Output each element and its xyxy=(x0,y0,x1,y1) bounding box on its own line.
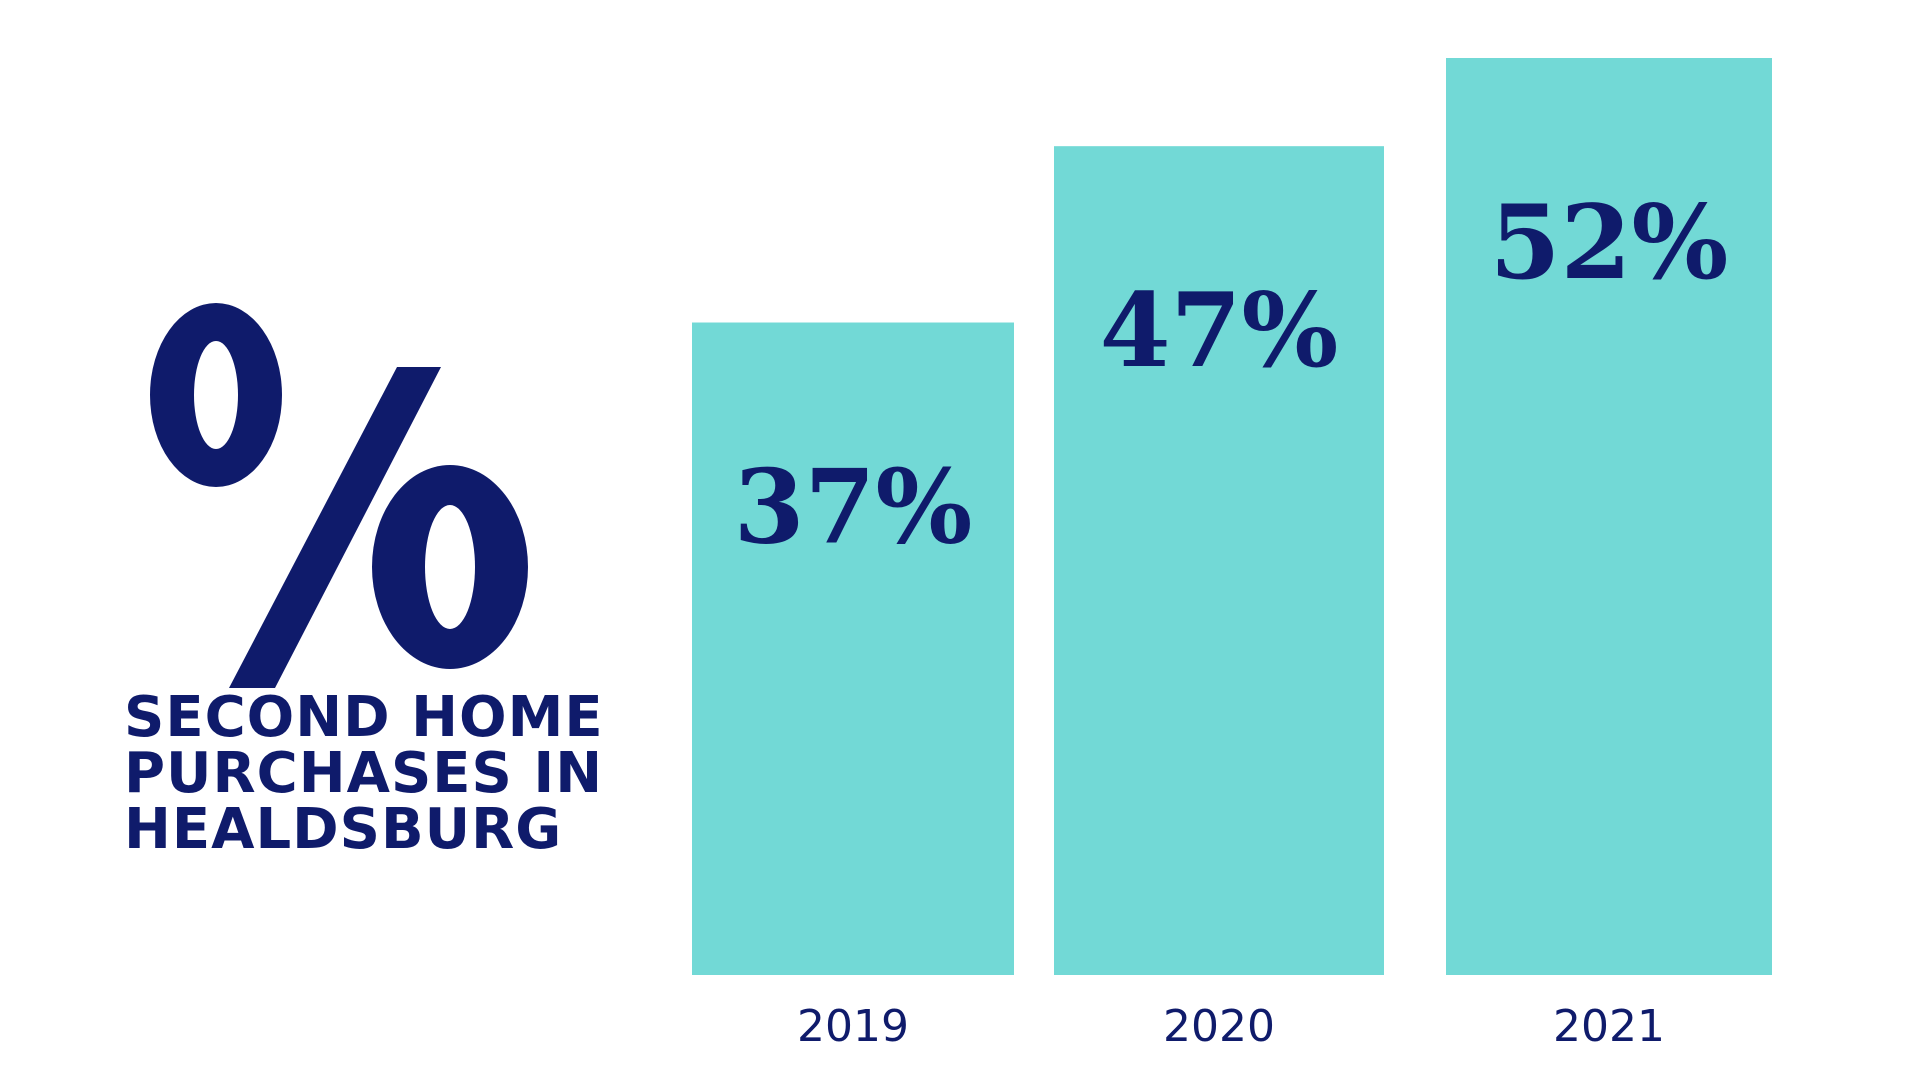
chart-title: SECOND HOME PURCHASES IN HEALDSBURG xyxy=(124,685,604,862)
x-tick-2020: 2020 xyxy=(1163,1001,1275,1052)
x-tick-2019: 2019 xyxy=(797,1001,909,1052)
x-tick-2021: 2021 xyxy=(1553,1001,1665,1052)
title-line-3: HEALDSBURG xyxy=(124,797,563,862)
title-line-1: SECOND HOME xyxy=(124,685,604,750)
data-label-2021: 52% xyxy=(1490,183,1729,303)
bar-2019 xyxy=(692,322,1014,975)
title-line-2: PURCHASES IN xyxy=(124,741,604,806)
data-label-2019: 37% xyxy=(734,448,973,568)
data-label-2020: 47% xyxy=(1100,271,1339,391)
bar-2021 xyxy=(1446,58,1772,975)
percent-icon xyxy=(150,303,528,688)
bar-2020 xyxy=(1054,146,1384,975)
